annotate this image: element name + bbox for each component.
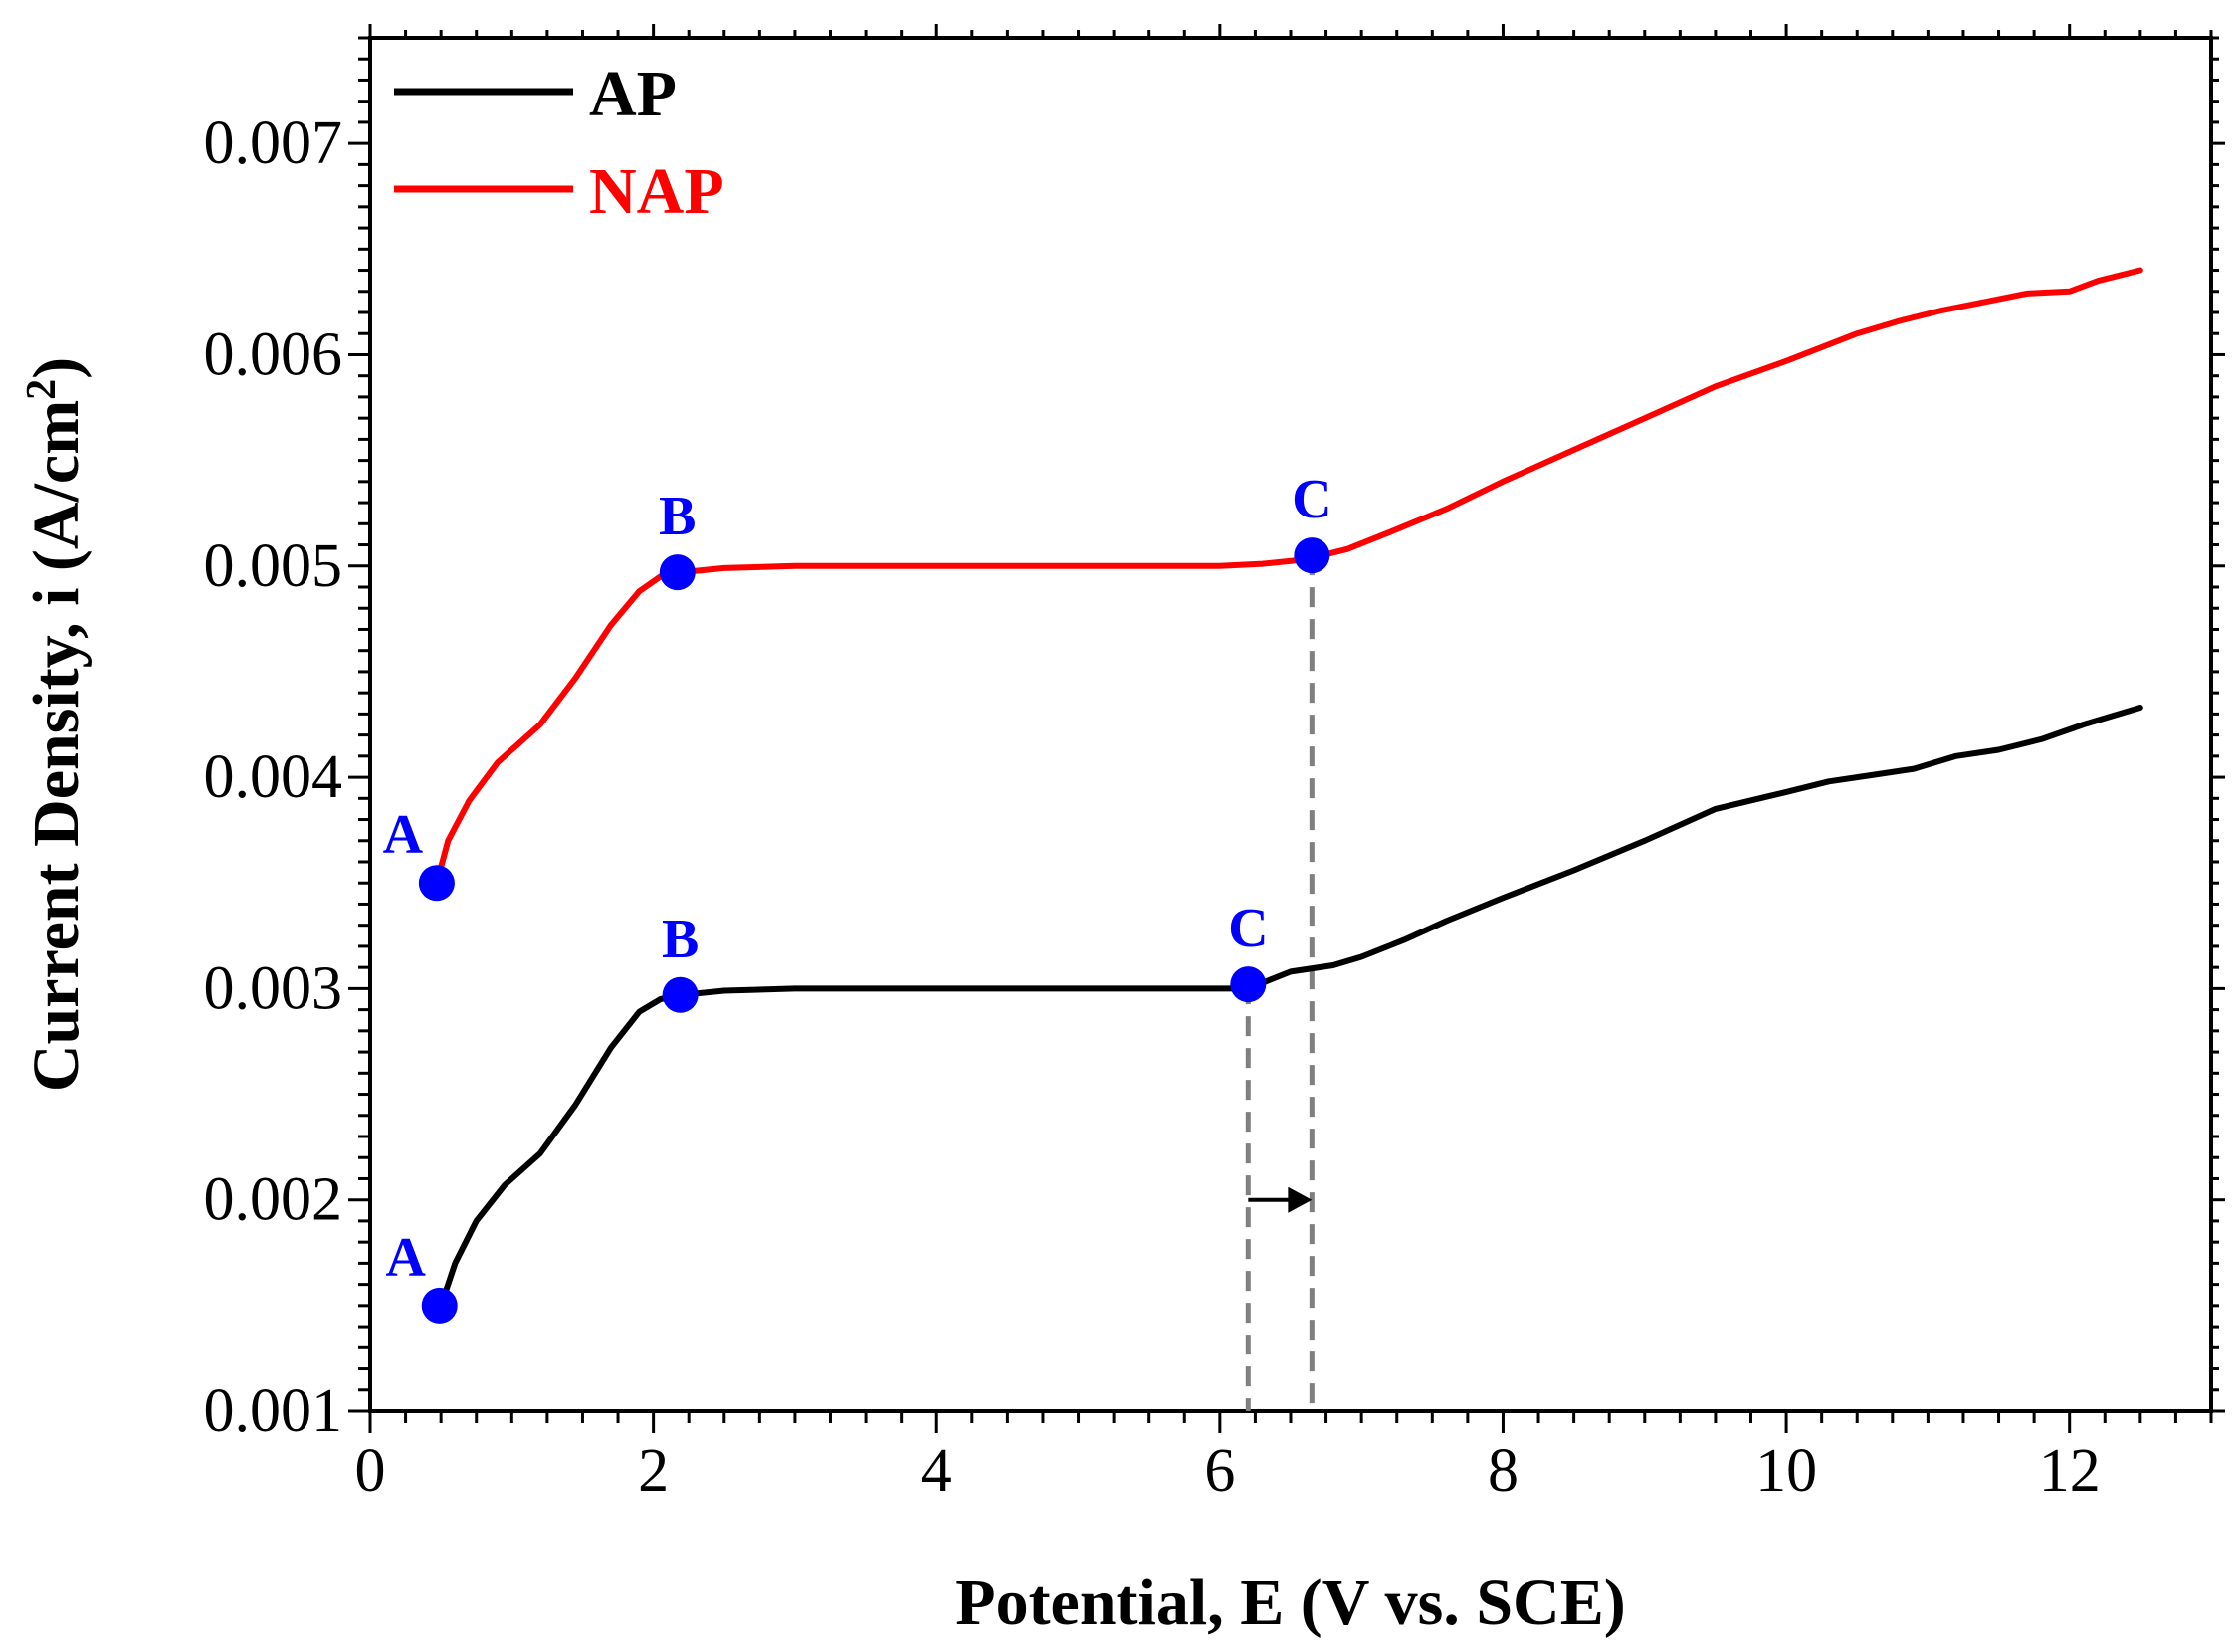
x-tick-label: 10	[1755, 1437, 1817, 1505]
axis-titles: Potential, E (V vs. SCE) Current Density…	[19, 357, 1626, 1639]
point-label: B	[659, 486, 696, 547]
point-label: C	[1228, 898, 1268, 959]
y-tick-label: 0.003	[204, 954, 343, 1022]
y-tick-label: 0.004	[204, 743, 343, 811]
x-tick-label: 6	[1204, 1437, 1235, 1505]
point-nap-a	[418, 865, 455, 902]
annotations	[1245, 555, 1315, 1411]
x-tick-label: 12	[2039, 1437, 2101, 1505]
y-tick-label: 0.001	[204, 1377, 343, 1445]
y-tick-label: 0.007	[204, 109, 343, 177]
point-nap-c	[1294, 537, 1330, 574]
x-tick-label: 0	[355, 1437, 386, 1505]
point-label: A	[386, 1227, 427, 1289]
point-nap-b	[659, 554, 696, 591]
legend: AP NAP	[394, 58, 724, 228]
tick-labels: 0 2 4 6 8 10 12 0.001 0.002 0.003 0.004 0.005 0.006 0…	[204, 109, 2101, 1505]
point-label: B	[662, 909, 699, 970]
x-tick-label: 4	[921, 1437, 952, 1505]
y-axis-title-main: Current Density, i (A/cm	[20, 400, 93, 1092]
marked-points: A B C A B C	[383, 469, 1332, 1324]
point-label: C	[1292, 469, 1331, 530]
legend-label-nap: NAP	[589, 155, 724, 228]
x-tick-label: 2	[638, 1437, 669, 1505]
y-axis-title: Current Density, i (A/cm2)	[19, 357, 93, 1092]
point-ap-a	[421, 1287, 458, 1324]
y-tick-label: 0.005	[204, 532, 343, 600]
point-label: A	[383, 804, 424, 866]
x-axis-title: Potential, E (V vs. SCE)	[955, 1566, 1625, 1639]
shift-arrow-head	[1288, 1186, 1313, 1213]
axis-ticks	[348, 24, 2225, 1433]
x-tick-label: 8	[1488, 1437, 1519, 1505]
y-axis-title-superscript: 2	[19, 379, 65, 400]
y-tick-label: 0.006	[204, 320, 343, 388]
point-ap-c	[1230, 966, 1267, 1003]
series-line-ap	[438, 705, 2143, 1309]
series-lines	[433, 267, 2143, 1309]
point-ap-b	[662, 976, 699, 1013]
legend-label-ap: AP	[589, 58, 677, 130]
y-axis-title-end: )	[20, 357, 93, 379]
y-tick-label: 0.002	[204, 1166, 343, 1234]
